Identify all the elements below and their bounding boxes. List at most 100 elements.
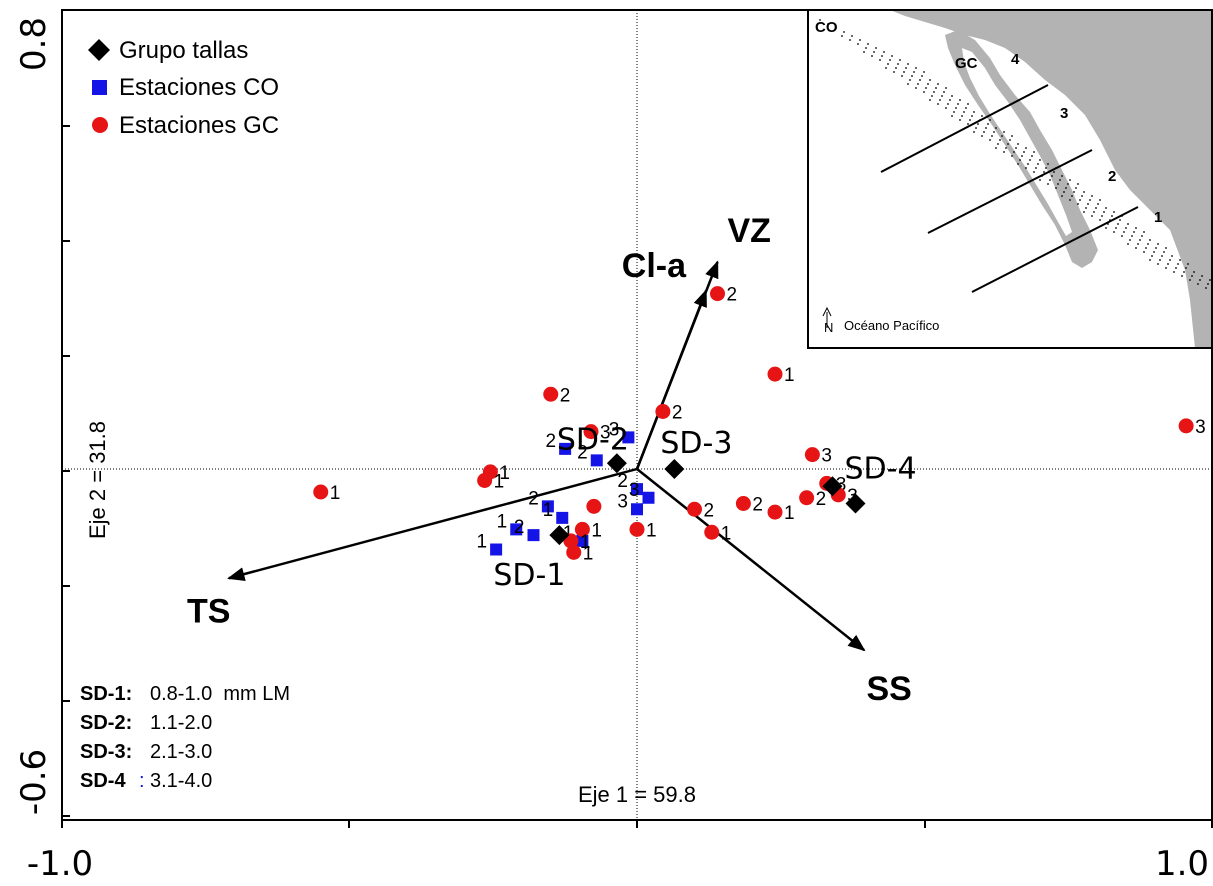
- station-dot: [849, 39, 851, 41]
- station-dot: [1095, 207, 1097, 209]
- legend-diamond-marker: [88, 39, 110, 61]
- station-dot: [1043, 171, 1045, 173]
- station-dot: [1049, 179, 1051, 181]
- station-dot: [1147, 243, 1149, 245]
- gc-station-label: 2: [816, 489, 827, 510]
- co-station-label: 1: [563, 523, 574, 544]
- gc-station-marker: [586, 498, 602, 514]
- co-station-marker: [631, 483, 643, 496]
- station-grid: [819, 19, 1211, 289]
- size-group-label: SD-1: [493, 558, 565, 593]
- gc-station-marker: [583, 424, 599, 440]
- station-dot: [1157, 263, 1159, 265]
- station-dot: [1017, 163, 1019, 165]
- station-dot: [867, 43, 869, 45]
- inset-region-1: 1: [1154, 209, 1162, 226]
- station-dot: [1051, 175, 1053, 177]
- inset-region-4: 4: [1011, 51, 1020, 68]
- gc-station-marker: [704, 524, 720, 540]
- station-dot: [937, 103, 939, 105]
- gc-station-label: 2: [727, 285, 738, 306]
- station-dot: [907, 63, 909, 65]
- station-dot: [989, 139, 991, 141]
- station-dot: [1159, 259, 1161, 261]
- gc-station-marker: [767, 366, 783, 382]
- size-group-marker: [664, 459, 685, 479]
- co-station-label: 3: [617, 491, 628, 512]
- station-dot: [1103, 211, 1105, 213]
- station-dot: [901, 75, 903, 77]
- vector-label-ts: TS: [187, 592, 230, 630]
- y-tick-label-min: -0.6: [14, 749, 54, 815]
- transect-line-1: [880, 84, 1049, 173]
- station-dot: [1077, 203, 1079, 205]
- station-dot: [1097, 203, 1099, 205]
- station-dot: [951, 95, 953, 97]
- station-dot: [893, 71, 895, 73]
- station-dot: [1105, 207, 1107, 209]
- station-dot: [1017, 143, 1019, 145]
- co-station-label: 2: [546, 431, 557, 452]
- station-dot: [1077, 183, 1079, 185]
- station-dot: [977, 123, 979, 125]
- gc-station-marker: [767, 504, 783, 520]
- co-station-label: 2: [577, 442, 588, 463]
- station-dot: [1021, 155, 1023, 157]
- station-dot: [1169, 259, 1171, 261]
- transect-line-3: [971, 206, 1139, 293]
- station-dot: [1165, 267, 1167, 269]
- inset-label-co: CO: [815, 19, 838, 36]
- gc-station-marker: [477, 473, 493, 488]
- station-dot: [981, 135, 983, 137]
- vector-arrow-cla: [635, 289, 708, 470]
- station-dot: [925, 87, 927, 89]
- station-dot: [1135, 227, 1137, 229]
- size-group-label: SD-3: [660, 426, 732, 461]
- co-station-marker: [559, 442, 572, 455]
- station-dot: [1173, 271, 1175, 273]
- def-value-sd2: 1.1-2.0: [150, 712, 212, 734]
- station-dot: [971, 115, 973, 117]
- station-dot: [843, 31, 845, 33]
- station-dot: [851, 35, 853, 37]
- station-dot: [1005, 147, 1007, 149]
- station-dot: [1143, 251, 1145, 253]
- station-dot: [875, 47, 877, 49]
- gc-station-label: 3: [821, 446, 832, 467]
- station-dot: [1027, 163, 1029, 165]
- station-dot: [1085, 207, 1087, 209]
- inset-map: CO GC 4 3 2 1 N Océano Pacífico: [807, 9, 1213, 349]
- station-dot: [967, 103, 969, 105]
- station-dot: [1183, 271, 1185, 273]
- station-dot: [885, 67, 887, 69]
- size-class-definitions: SD-1: 0.8-1.0 mm LM SD-2: 1.1-2.0 SD-3: …: [80, 683, 290, 792]
- co-station-marker: [576, 534, 589, 547]
- station-dot: [1009, 139, 1011, 141]
- station-dot: [1059, 179, 1061, 181]
- station-dot: [1093, 211, 1095, 213]
- station-dot: [1029, 159, 1031, 161]
- station-dot: [1131, 235, 1133, 237]
- size-group-marker: [822, 476, 843, 497]
- station-dot: [1105, 227, 1107, 229]
- vector-arrow-ss: [636, 468, 866, 652]
- station-dot: [1121, 235, 1123, 237]
- station-dot: [1053, 171, 1055, 173]
- co-station-marker: [490, 543, 503, 556]
- legend-label-gc: Estaciones GC: [119, 112, 279, 139]
- gc-station-marker: [687, 501, 702, 517]
- gc-station-label: 1: [646, 520, 657, 541]
- station-dot: [1189, 279, 1191, 281]
- station-dot: [949, 99, 951, 101]
- vector-label-cla: Cl-a: [622, 247, 687, 285]
- station-dot: [835, 27, 837, 29]
- station-dot: [917, 83, 919, 85]
- legend-circle-marker: [92, 117, 108, 133]
- station-dot: [1205, 287, 1207, 289]
- size-group-label: SD-2: [557, 422, 629, 457]
- station-dot: [933, 91, 935, 93]
- station-dot: [975, 127, 977, 129]
- north-arrow-icon: N: [822, 306, 833, 335]
- station-dot: [889, 59, 891, 61]
- size-group-marker: [549, 525, 570, 546]
